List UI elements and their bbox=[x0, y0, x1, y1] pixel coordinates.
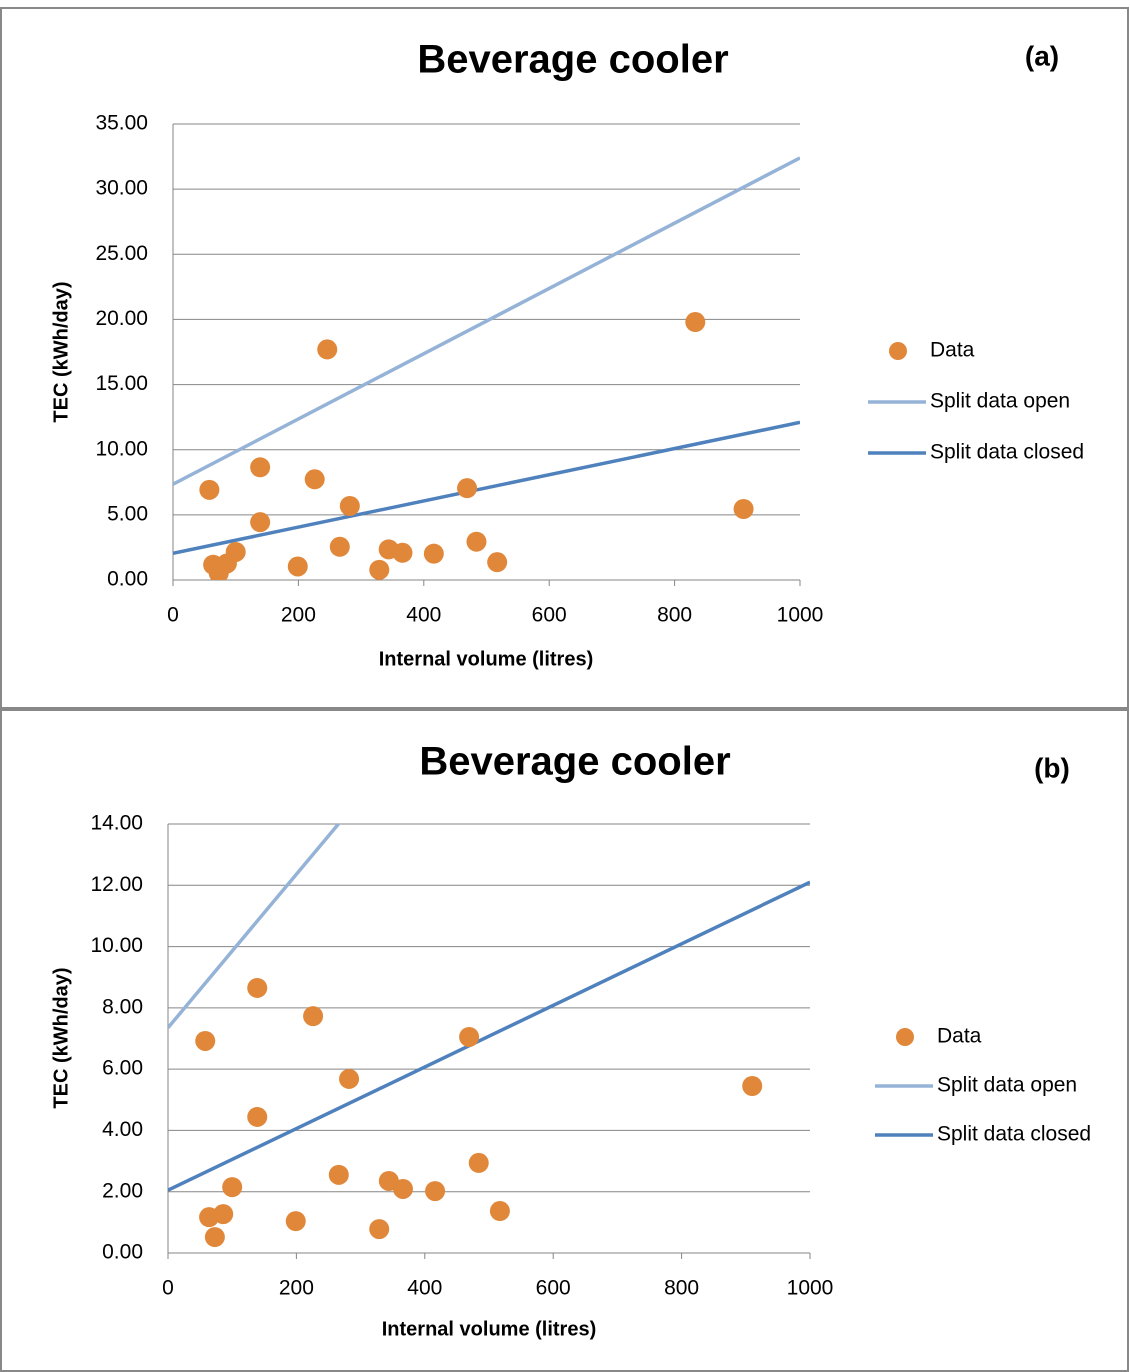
y-tick-label: 14.00 bbox=[90, 812, 143, 835]
x-tick-label: 0 bbox=[167, 604, 179, 627]
data-point bbox=[487, 552, 508, 573]
y-tick-label: 8.00 bbox=[102, 995, 143, 1018]
data-point bbox=[225, 541, 246, 562]
data-point bbox=[303, 1006, 324, 1027]
data-point bbox=[466, 531, 487, 552]
x-tick-label: 200 bbox=[281, 604, 316, 627]
y-tick-label: 10.00 bbox=[90, 934, 143, 957]
data-point bbox=[742, 1075, 763, 1096]
y-axis-label: TEC (kWh/day) bbox=[50, 967, 72, 1108]
y-tick-label: 0.00 bbox=[102, 1241, 143, 1264]
data-point bbox=[204, 1227, 225, 1248]
data-point bbox=[304, 469, 325, 490]
data-point bbox=[693, 636, 713, 656]
plot-area bbox=[173, 156, 800, 580]
data-point bbox=[328, 1164, 349, 1185]
legend-label: Split data open bbox=[937, 1074, 1077, 1097]
data-point bbox=[489, 1201, 510, 1222]
data-point bbox=[425, 1181, 446, 1202]
data-point bbox=[369, 559, 390, 580]
data-point bbox=[459, 1026, 480, 1047]
y-tick-label: 0.00 bbox=[107, 568, 148, 591]
y-tick-label: 35.00 bbox=[95, 112, 148, 135]
data-point bbox=[468, 1152, 489, 1173]
data-point bbox=[247, 977, 268, 998]
y-tick-label: 4.00 bbox=[102, 1118, 143, 1141]
data-point bbox=[339, 1068, 360, 1089]
legend-swatch bbox=[889, 342, 907, 360]
data-point bbox=[317, 339, 338, 360]
x-tick-label: 800 bbox=[657, 604, 692, 627]
y-axis-label: TEC (kWh/day) bbox=[50, 281, 72, 422]
x-tick-label: 1000 bbox=[777, 604, 824, 627]
x-tick-label: 0 bbox=[162, 1277, 174, 1300]
data-point bbox=[285, 1211, 306, 1232]
data-point bbox=[247, 1106, 268, 1127]
panel-border bbox=[0, 709, 1129, 1372]
data-point bbox=[392, 1178, 413, 1199]
x-axis-label: Internal volume (litres) bbox=[379, 648, 594, 670]
plot-area bbox=[168, 636, 810, 1248]
x-tick-label: 600 bbox=[536, 1277, 571, 1300]
data-point bbox=[199, 479, 220, 500]
trend-line bbox=[168, 824, 341, 1029]
y-tick-label: 15.00 bbox=[95, 372, 148, 395]
trend-line bbox=[173, 156, 800, 486]
data-point bbox=[329, 536, 350, 557]
data-point bbox=[685, 312, 706, 333]
legend-label: Split data closed bbox=[930, 441, 1084, 464]
x-tick-label: 1000 bbox=[787, 1277, 834, 1300]
y-tick-label: 20.00 bbox=[95, 307, 148, 330]
y-tick-label: 25.00 bbox=[95, 242, 148, 265]
panel-label: (a) bbox=[1025, 40, 1059, 71]
x-tick-label: 800 bbox=[664, 1277, 699, 1300]
legend-label: Split data closed bbox=[937, 1123, 1091, 1146]
legend-label: Split data open bbox=[930, 390, 1070, 413]
x-tick-label: 400 bbox=[407, 1277, 442, 1300]
legend-swatch bbox=[896, 1028, 914, 1046]
data-point bbox=[250, 457, 271, 478]
y-tick-label: 6.00 bbox=[102, 1057, 143, 1080]
legend-label: Data bbox=[930, 339, 975, 362]
data-point bbox=[369, 1219, 390, 1240]
data-point bbox=[423, 543, 444, 564]
data-point bbox=[287, 556, 308, 577]
data-point bbox=[457, 478, 478, 499]
trend-line bbox=[168, 880, 810, 1192]
data-point bbox=[222, 1177, 243, 1198]
chart-title: Beverage cooler bbox=[419, 740, 730, 784]
y-tick-label: 12.00 bbox=[90, 873, 143, 896]
panel-border bbox=[0, 7, 1129, 709]
y-tick-label: 5.00 bbox=[107, 502, 148, 525]
y-tick-label: 30.00 bbox=[95, 177, 148, 200]
data-point bbox=[339, 495, 360, 516]
y-tick-label: 2.00 bbox=[102, 1179, 143, 1202]
trend-line bbox=[173, 420, 800, 556]
data-point bbox=[392, 542, 413, 563]
x-tick-label: 400 bbox=[406, 604, 441, 627]
data-point bbox=[733, 498, 754, 519]
x-axis-label: Internal volume (litres) bbox=[382, 1318, 597, 1340]
legend-label: Data bbox=[937, 1025, 982, 1048]
data-point bbox=[195, 1030, 216, 1051]
x-tick-label: 200 bbox=[279, 1277, 314, 1300]
data-point bbox=[250, 512, 271, 533]
data-point bbox=[213, 1204, 234, 1225]
chart-title: Beverage cooler bbox=[417, 38, 728, 82]
panel-label: (b) bbox=[1034, 752, 1070, 783]
y-tick-label: 10.00 bbox=[95, 437, 148, 460]
x-tick-label: 600 bbox=[532, 604, 567, 627]
